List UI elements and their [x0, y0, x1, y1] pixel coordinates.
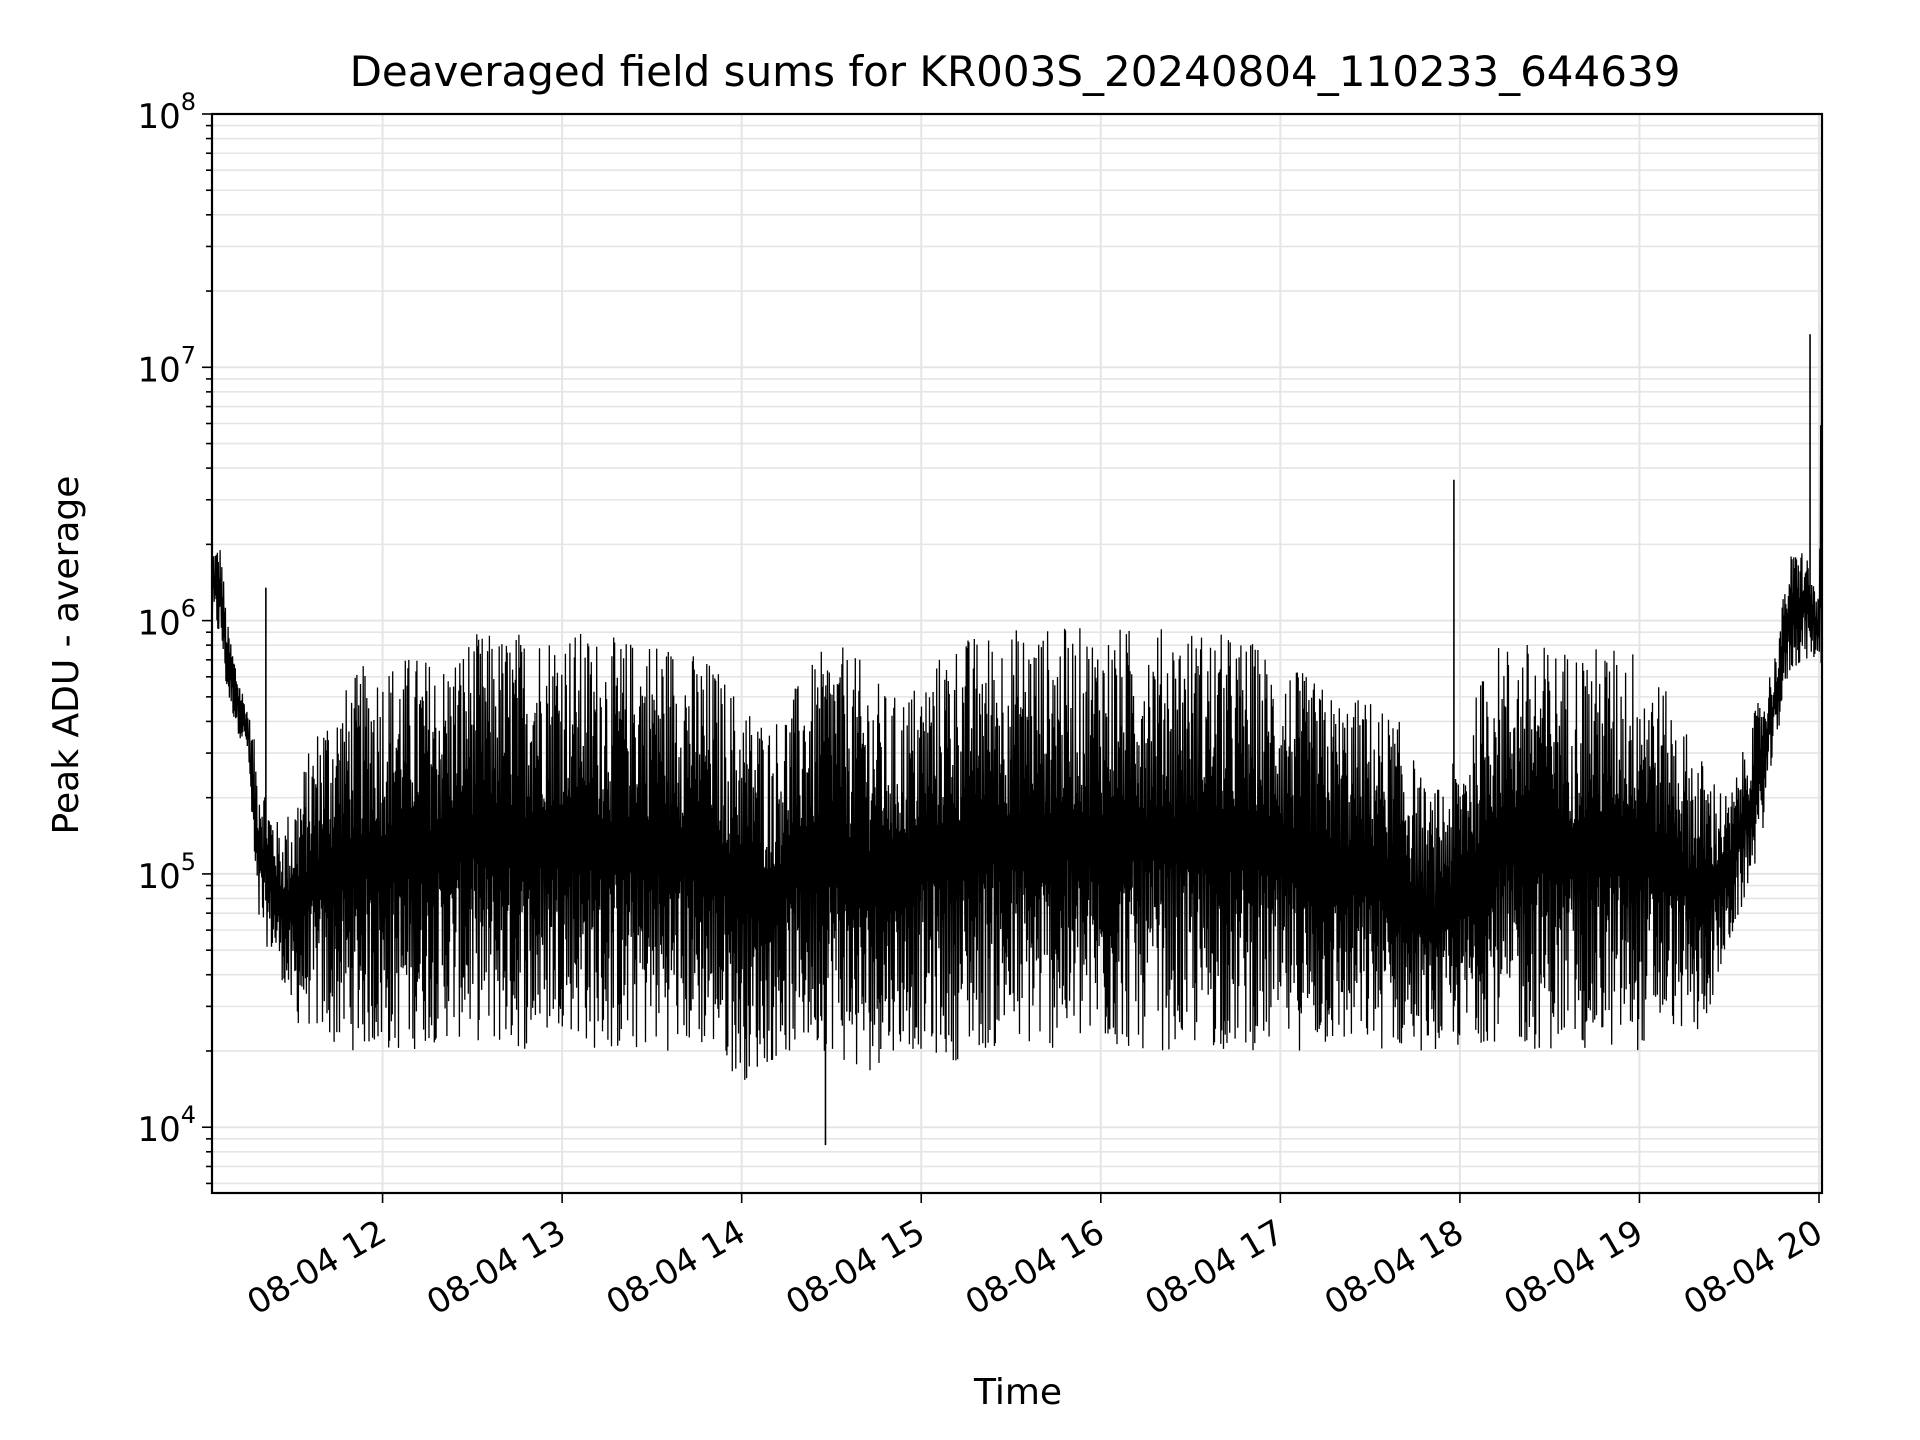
chart-title: Deaveraged field sums for KR003S_2024080… [350, 47, 1681, 96]
y-axis-label: Peak ADU - average [46, 476, 87, 835]
plot-frame [210, 112, 1824, 1195]
y-tick-label: 107 [137, 341, 196, 390]
x-axis-label: Time [973, 1372, 1062, 1413]
y-tick-label: 108 [137, 88, 196, 137]
y-tick-label: 104 [137, 1101, 196, 1150]
series-line [211, 324, 1823, 1080]
y-tick-label: 105 [137, 848, 196, 897]
y-tick-label: 106 [137, 595, 196, 644]
